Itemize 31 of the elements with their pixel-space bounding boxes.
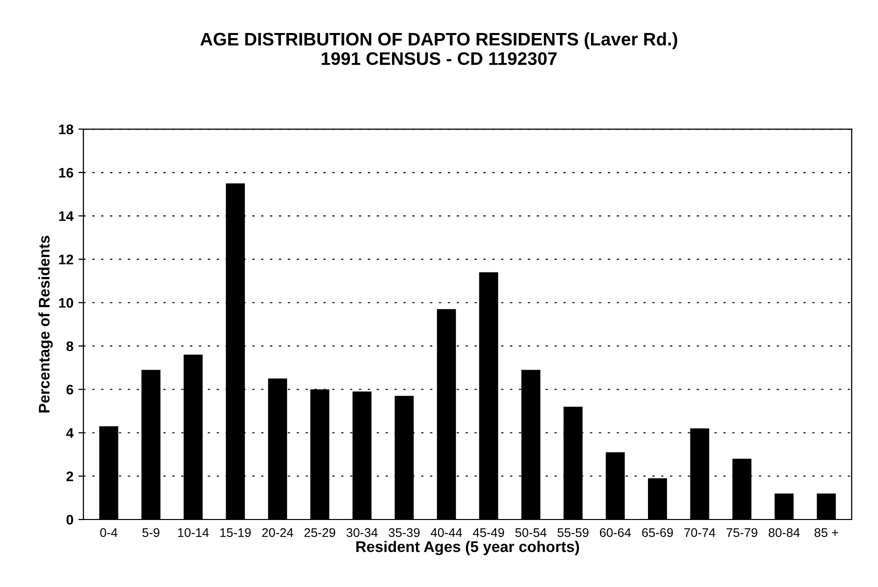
chart-title: AGE DISTRIBUTION OF DAPTO RESIDENTS (Laver Rd.) 1991 CENSUS - CD 1192307 bbox=[200, 32, 678, 66]
x-tick-label: 35-39 bbox=[388, 528, 420, 538]
y-tick-label: 8 bbox=[66, 341, 74, 352]
x-tick-label: 80-84 bbox=[768, 528, 800, 538]
x-tick-label: 65-69 bbox=[642, 528, 673, 538]
x-axis-title: Resident Ages (5 year cohorts) bbox=[356, 540, 579, 556]
y-axis-title: Percentage of Residents bbox=[38, 236, 53, 412]
x-tick-label: 25-29 bbox=[304, 528, 336, 538]
y-tick-label: 6 bbox=[66, 384, 74, 395]
x-tick-label: 45-49 bbox=[472, 528, 504, 538]
y-tick-label: 4 bbox=[66, 428, 74, 438]
x-tick-label: 85 + bbox=[814, 528, 838, 538]
y-tick-label: 18 bbox=[59, 124, 74, 134]
x-tick-label: 60-64 bbox=[600, 528, 631, 538]
y-tick-label: 16 bbox=[59, 168, 74, 178]
x-tick-label: 30-34 bbox=[346, 528, 378, 538]
x-tick-label: 70-74 bbox=[684, 528, 716, 538]
y-tick-label: 2 bbox=[66, 471, 74, 482]
x-tick-label: 55-59 bbox=[558, 528, 588, 538]
x-tick-label: 15-19 bbox=[220, 528, 251, 538]
x-tick-label: 10-14 bbox=[178, 528, 209, 538]
y-tick-label: 0 bbox=[66, 514, 74, 525]
x-tick-label: 5-9 bbox=[142, 528, 160, 538]
x-tick-label: 20-24 bbox=[262, 528, 294, 538]
x-tick-label: 0-4 bbox=[100, 528, 118, 538]
x-tick-label: 40-44 bbox=[430, 528, 462, 538]
x-tick-label: 50-54 bbox=[515, 528, 546, 538]
y-tick-label: 14 bbox=[59, 211, 74, 221]
x-tick-label: 75-79 bbox=[726, 528, 758, 538]
y-tick-label: 12 bbox=[59, 254, 74, 264]
y-tick-label: 10 bbox=[59, 298, 74, 308]
